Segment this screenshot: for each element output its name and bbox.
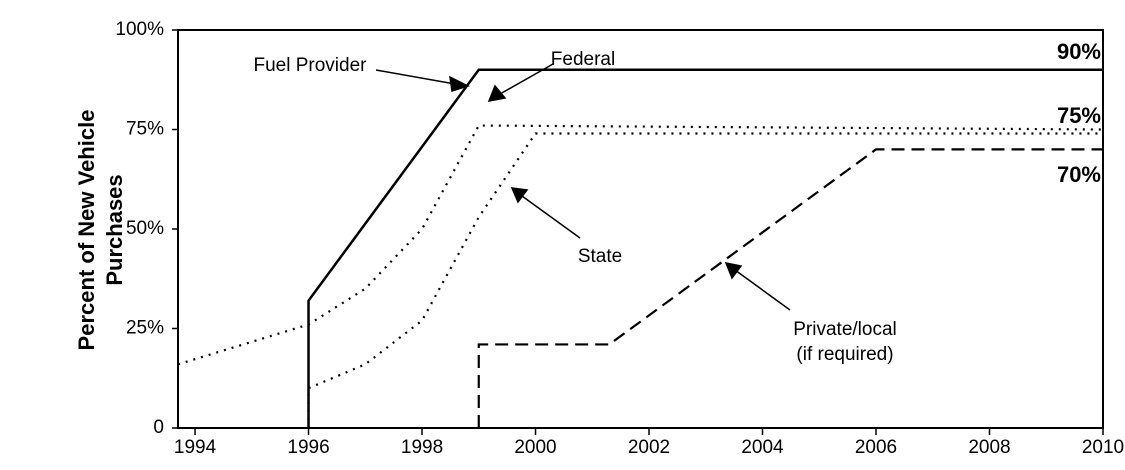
end-label: 70% [1057, 162, 1101, 187]
y-tick-label: 100% [115, 19, 164, 40]
x-tick-label: 2006 [855, 437, 897, 458]
x-tick-label: 2010 [1082, 437, 1124, 458]
end-label: 90% [1057, 39, 1101, 64]
plot-frame [177, 29, 1104, 429]
x-tick-label: 2002 [628, 437, 670, 458]
series-line [307, 68, 1103, 428]
y-axis-title: Purchases [102, 174, 127, 285]
series-line [477, 148, 1103, 428]
series-label: Federal [551, 49, 615, 70]
y-tick-label: 50% [126, 218, 164, 239]
arrows [375, 63, 791, 311]
series-line [177, 124, 1104, 366]
x-tick-label: 1996 [287, 437, 329, 458]
series-note: (if required) [796, 344, 893, 365]
series-label: State [578, 246, 622, 267]
y-tick-label: 25% [126, 318, 164, 339]
y-axis-title: Percent of New Vehicle [74, 110, 99, 351]
x-tick-label: 1994 [174, 437, 217, 458]
series-label: Fuel Provider [254, 55, 368, 76]
x-tick-label: 2004 [741, 437, 784, 458]
x-tick-label: 2000 [514, 437, 556, 458]
series-label: Private/local [793, 319, 897, 340]
y-tick-label: 0 [153, 417, 164, 438]
series-line [307, 132, 1103, 428]
x-tick-label: 1998 [401, 437, 443, 458]
y-tick-label: 75% [126, 119, 164, 140]
x-tick-label: 2008 [968, 437, 1010, 458]
end-label: 75% [1057, 103, 1101, 128]
